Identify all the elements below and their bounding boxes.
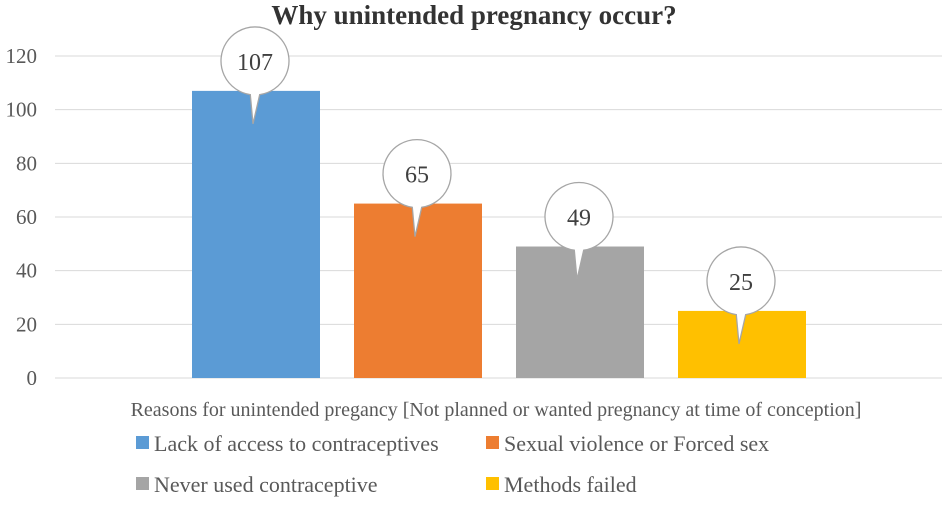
bars: [192, 90, 806, 378]
legend-swatch: [486, 477, 499, 490]
legend-label: Never used contraceptive: [154, 472, 378, 497]
legend: Lack of access to contraceptives Sexual v…: [136, 431, 769, 497]
y-tick-label: 40: [16, 259, 37, 283]
data-label: 107: [237, 50, 273, 76]
data-label-callout: [706, 246, 776, 345]
y-tick-label: 80: [16, 151, 37, 175]
chart-title: Why unintended pregnancy occur?: [271, 0, 676, 30]
x-axis-title: Reasons for unintended pregancy [Not pla…: [131, 399, 862, 421]
data-label-callout: [382, 139, 452, 237]
bar: [354, 203, 482, 378]
legend-label: Sexual violence or Forced sex: [504, 431, 769, 456]
legend-label: Lack of access to contraceptives: [154, 431, 439, 456]
data-label: 65: [405, 163, 429, 189]
data-label: 25: [729, 270, 753, 296]
data-labels: 107 65 49 25: [220, 26, 776, 345]
data-label-callout: [220, 26, 290, 125]
y-tick-label: 100: [6, 98, 38, 122]
legend-swatch: [136, 436, 149, 449]
y-tick-label: 120: [6, 44, 38, 68]
legend-swatch: [136, 477, 149, 490]
data-label: 49: [567, 206, 591, 232]
data-label-callout: [544, 181, 614, 280]
y-tick-label: 0: [27, 366, 38, 390]
y-tick-label: 20: [16, 312, 37, 336]
bar: [192, 90, 320, 378]
gridlines: [55, 55, 942, 379]
legend-swatch: [486, 436, 499, 449]
y-tick-label: 60: [16, 205, 37, 229]
y-axis-ticks: 0 20 40 60 80 100 120: [6, 44, 38, 390]
legend-label: Methods failed: [504, 472, 637, 497]
